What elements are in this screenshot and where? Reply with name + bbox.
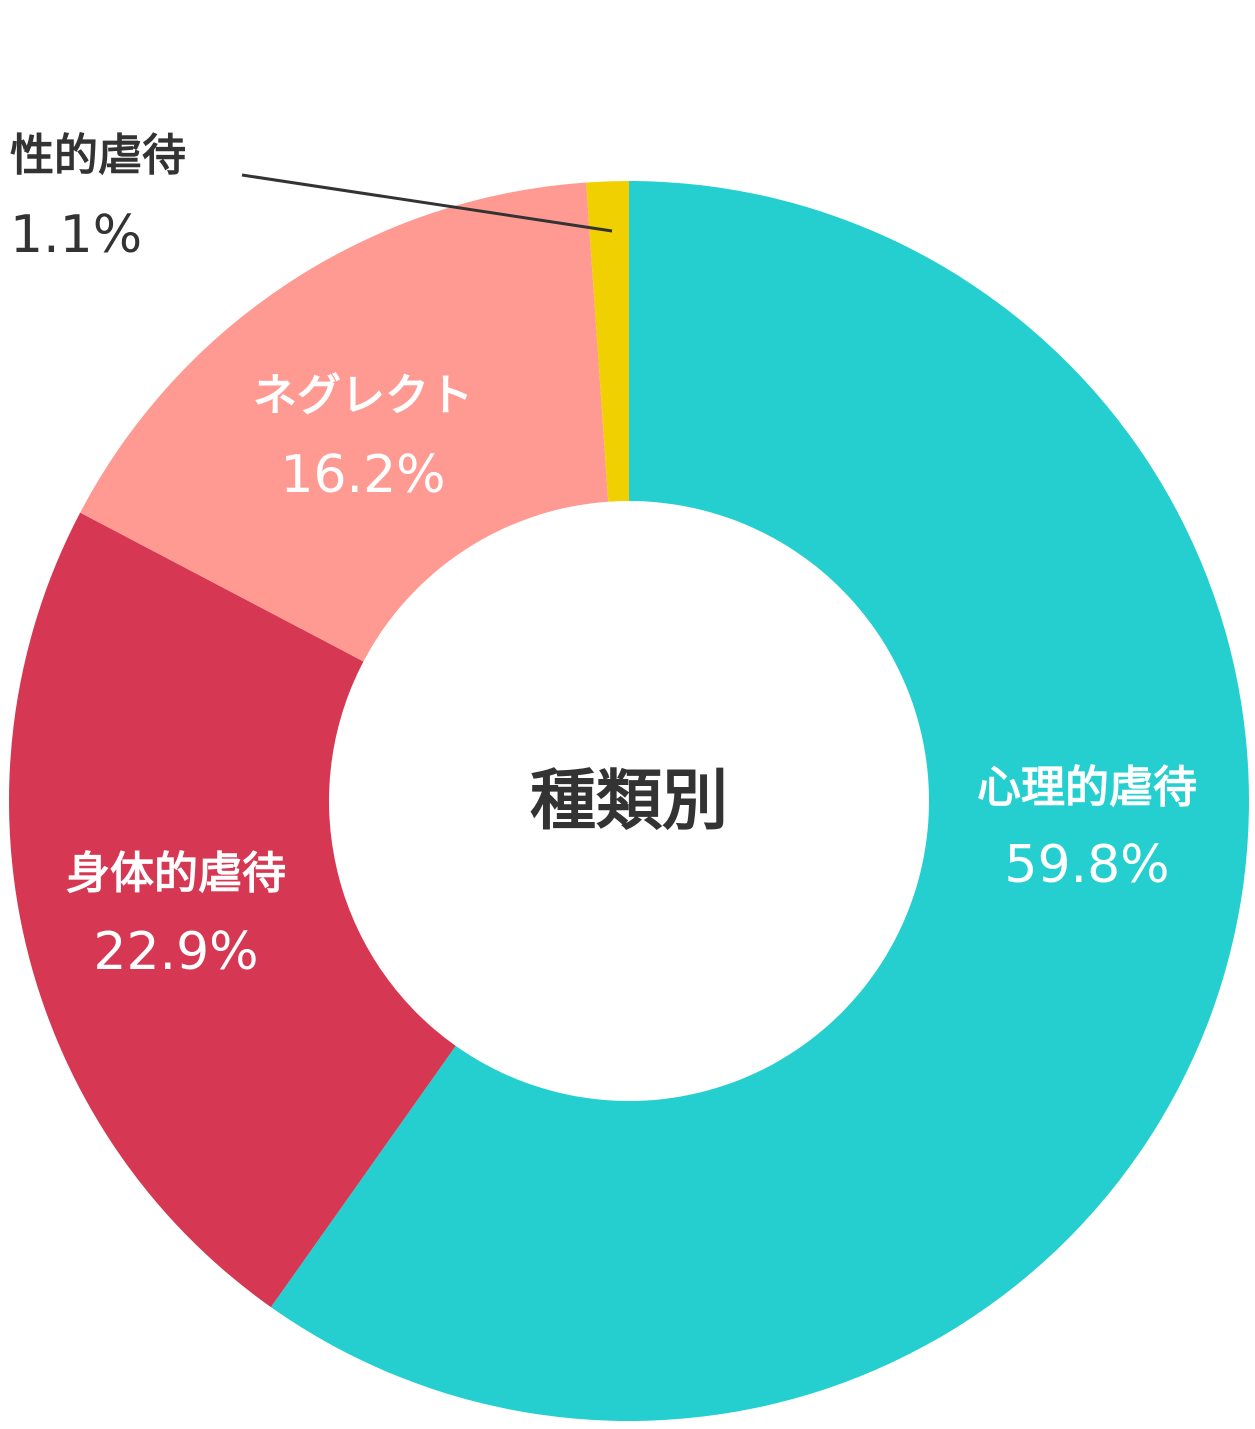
slice-label: 心理的虐待 <box>977 762 1197 813</box>
slice-label: 性的虐待 <box>10 130 186 181</box>
value-label: 16.2% <box>280 445 445 505</box>
slice-label: 身体的虐待 <box>66 848 286 899</box>
value-label: 22.9% <box>93 922 258 982</box>
donut-slice <box>270 181 1249 1421</box>
value-label: 59.8% <box>1004 835 1169 895</box>
leader-line <box>241 173 613 233</box>
donut-slice <box>80 182 609 662</box>
chart-title: 種類別 <box>530 762 728 839</box>
value-label: 1.1% <box>10 205 142 265</box>
donut-slice <box>8 512 456 1308</box>
slice-label: ネグレクト <box>253 370 473 421</box>
donut-slice <box>586 181 629 502</box>
